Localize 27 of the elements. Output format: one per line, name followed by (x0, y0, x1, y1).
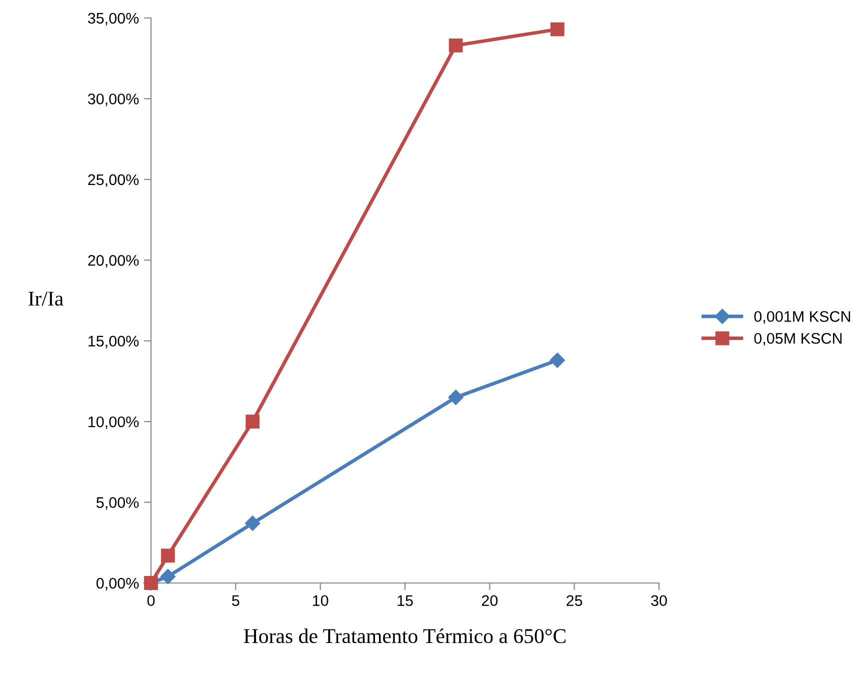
x-axis-title: Horas de Tratamento Térmico a 650°C (244, 628, 566, 644)
y-tick-label: 15,00% (88, 336, 139, 348)
y-tick-label: 10,00% (88, 416, 139, 430)
x-tick-label: 0 (147, 595, 155, 606)
y-tick-label: 30,00% (88, 94, 139, 106)
point (160, 548, 175, 562)
y-tick-label: 5,00% (96, 497, 139, 510)
point (448, 38, 463, 52)
point (550, 352, 565, 368)
y-tick-label: 20,00% (88, 255, 139, 268)
point (550, 22, 564, 36)
legend-label: 0,05M KSCN (754, 332, 842, 346)
x-tick-label: 15 (398, 595, 413, 606)
point (245, 516, 260, 531)
point (160, 568, 176, 584)
y-tick-label: 0,00% (96, 578, 139, 590)
y-axis-title: Ir/Ia (28, 292, 64, 306)
point (448, 390, 464, 405)
x-tick-label: 30 (651, 595, 667, 606)
legend-label: 0,001M KSCN (754, 311, 850, 324)
y-tick-label: 35,00% (88, 12, 139, 26)
x-tick-label: 20 (482, 595, 498, 606)
y-tick-label: 25,00% (88, 174, 139, 187)
x-tick-label: 25 (566, 595, 582, 606)
x-tick-label: 5 (232, 595, 240, 606)
x-tick-label: 10 (313, 595, 328, 606)
point (246, 414, 260, 429)
